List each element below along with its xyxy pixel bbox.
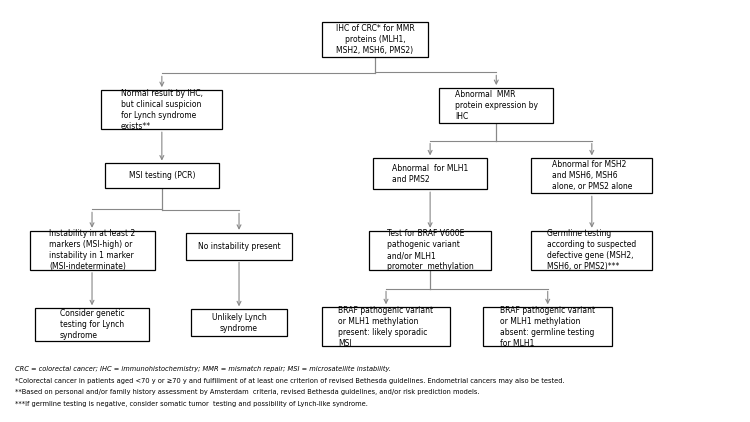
FancyBboxPatch shape — [374, 158, 487, 189]
Text: ***If germline testing is negative, consider somatic tumor  testing and possibil: ***If germline testing is negative, cons… — [15, 401, 368, 407]
FancyBboxPatch shape — [322, 22, 428, 57]
Text: CRC = colorectal cancer; IHC = immunohistochemistry; MMR = mismatch repair; MSI : CRC = colorectal cancer; IHC = immunohis… — [15, 366, 391, 372]
Text: *Colorectal cancer in patients aged <70 y or ≥70 y and fulfillment of at least o: *Colorectal cancer in patients aged <70 … — [15, 378, 565, 384]
Text: Unlikely Lynch
syndrome: Unlikely Lynch syndrome — [211, 313, 266, 333]
FancyBboxPatch shape — [186, 233, 292, 260]
Text: Consider genetic
testing for Lynch
syndrome: Consider genetic testing for Lynch syndr… — [60, 309, 124, 340]
FancyBboxPatch shape — [531, 158, 652, 193]
FancyBboxPatch shape — [101, 90, 223, 129]
FancyBboxPatch shape — [322, 307, 450, 346]
Text: Instability in at least 2
markers (MSI-high) or
instability in 1 marker
(MSI-ind: Instability in at least 2 markers (MSI-h… — [49, 229, 135, 271]
Text: BRAF pathogenic variant
or MLH1 methylation
absent: germline testing
for MLH1: BRAF pathogenic variant or MLH1 methylat… — [500, 306, 596, 348]
FancyBboxPatch shape — [484, 307, 612, 346]
Text: **Based on personal and/or family history assessment by Amsterdam  criteria, rev: **Based on personal and/or family histor… — [15, 389, 479, 395]
Text: Abnormal for MSH2
and MSH6, MSH6
alone, or PMS2 alone: Abnormal for MSH2 and MSH6, MSH6 alone, … — [552, 160, 632, 192]
Text: Abnormal  for MLH1
and PMS2: Abnormal for MLH1 and PMS2 — [392, 164, 468, 184]
FancyBboxPatch shape — [105, 163, 219, 188]
Text: IHC of CRC* for MMR
proteins (MLH1,
MSH2, MSH6, PMS2): IHC of CRC* for MMR proteins (MLH1, MSH2… — [336, 24, 414, 55]
Text: Abnormal  MMR
protein expression by
IHC: Abnormal MMR protein expression by IHC — [454, 90, 538, 121]
Text: BRAF pathogenic variant
or MLH1 methylation
present: likely sporadic
MSI: BRAF pathogenic variant or MLH1 methylat… — [338, 306, 433, 348]
FancyBboxPatch shape — [29, 231, 154, 270]
Text: MSI testing (PCR): MSI testing (PCR) — [128, 171, 195, 180]
FancyBboxPatch shape — [440, 88, 554, 123]
FancyBboxPatch shape — [191, 309, 286, 336]
Text: Test for BRAF V600E
pathogenic variant
and/or MLH1
promoter  methylation: Test for BRAF V600E pathogenic variant a… — [387, 229, 473, 271]
Text: Germline testing
according to suspected
defective gene (MSH2,
MSH6, or PMS2)***: Germline testing according to suspected … — [548, 229, 637, 271]
FancyBboxPatch shape — [370, 231, 490, 270]
FancyBboxPatch shape — [531, 231, 652, 270]
Text: No instability present: No instability present — [198, 242, 280, 251]
Text: Normal result by IHC,
but clinical suspicion
for Lynch syndrome
exists**: Normal result by IHC, but clinical suspi… — [121, 89, 202, 131]
FancyBboxPatch shape — [35, 308, 149, 341]
